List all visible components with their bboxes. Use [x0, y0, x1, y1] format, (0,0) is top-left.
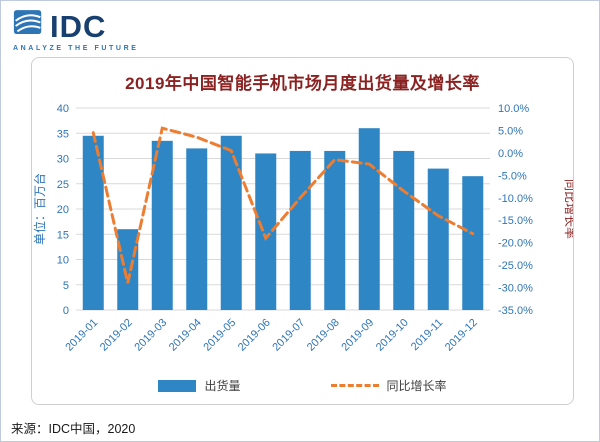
svg-text:-30.0%: -30.0%: [498, 283, 533, 295]
svg-text:40: 40: [57, 103, 69, 115]
svg-text:2019-05: 2019-05: [201, 317, 238, 354]
svg-text:2019-01: 2019-01: [63, 317, 100, 354]
bar-2019-10: [393, 150, 415, 310]
svg-text:-20.0%: -20.0%: [498, 238, 533, 250]
svg-text:-35.0%: -35.0%: [498, 305, 533, 317]
bar-2019-08: [324, 150, 346, 310]
idc-logo: IDC ANALYZE THE FUTURE: [13, 9, 139, 52]
legend-item-shipments: 出货量: [158, 377, 241, 394]
svg-text:0: 0: [63, 305, 69, 317]
svg-text:15: 15: [57, 229, 69, 241]
legend-line-label: 同比增长率: [386, 379, 447, 393]
combo-chart-svg: 0 5 10 15 20 25 30 35 40 10.0% 5.0% 0.0% -5.0% -10.0%…: [32, 103, 578, 354]
right-axis-title: 同比增长率: [563, 179, 573, 239]
svg-text:2019-07: 2019-07: [270, 317, 307, 354]
svg-text:2019-12: 2019-12: [443, 317, 480, 354]
idc-logo-icon: [13, 9, 43, 41]
chart-panel: 2019年中国智能手机市场月度出货量及增长率 0 5 10 15 20 25 30 35 40 1…: [31, 57, 578, 405]
bar-2019-05: [220, 135, 242, 310]
left-axis-title: 单位：百万台: [32, 173, 47, 245]
legend: 出货量 同比增长率: [32, 377, 573, 394]
svg-text:35: 35: [57, 128, 69, 140]
svg-text:25: 25: [57, 179, 69, 191]
svg-text:10.0%: 10.0%: [498, 103, 529, 115]
legend-item-growth: 同比增长率: [330, 377, 447, 394]
svg-text:10: 10: [57, 255, 69, 267]
svg-text:0.0%: 0.0%: [498, 148, 523, 160]
svg-text:2019-11: 2019-11: [409, 317, 445, 353]
svg-text:20: 20: [57, 204, 69, 216]
svg-text:2019-02: 2019-02: [98, 317, 135, 354]
svg-text:5.0%: 5.0%: [498, 125, 523, 137]
legend-line-swatch: [330, 384, 379, 387]
chart-title: 2019年中国智能手机市场月度出货量及增长率: [125, 74, 480, 93]
bar-2019-09: [358, 128, 380, 310]
left-axis-ticks: 0 5 10 15 20 25 30 35 40: [57, 103, 69, 317]
source-note: 来源：IDC中国，2020: [11, 422, 136, 436]
bar-2019-03: [151, 140, 173, 310]
bar-2019-04: [186, 148, 208, 310]
svg-text:-15.0%: -15.0%: [498, 215, 533, 227]
legend-bar-swatch: [158, 379, 197, 392]
svg-text:-10.0%: -10.0%: [498, 193, 533, 205]
bars-series: [82, 128, 484, 310]
bar-2019-02: [117, 229, 139, 310]
svg-text:2019-08: 2019-08: [305, 317, 342, 354]
growth-rate-line: [91, 126, 475, 284]
legend-bar-label: 出货量: [204, 379, 241, 393]
svg-text:2019-09: 2019-09: [339, 317, 376, 354]
svg-text:2019-06: 2019-06: [236, 317, 273, 354]
svg-text:-5.0%: -5.0%: [498, 170, 527, 182]
bar-2019-07: [289, 150, 311, 310]
idc-logo-text: IDC: [50, 9, 107, 45]
bar-2019-06: [255, 153, 277, 310]
x-axis-ticks: 2019-012019-022019-032019-042019-052019-…: [63, 317, 480, 354]
bar-2019-11: [427, 168, 449, 310]
svg-text:2019-04: 2019-04: [167, 317, 204, 354]
svg-text:5: 5: [63, 280, 69, 292]
gridlines: [76, 107, 490, 311]
svg-text:2019-03: 2019-03: [132, 317, 169, 354]
chart: 0 5 10 15 20 25 30 35 40 10.0% 5.0% 0.0% -5.0% -10.0%…: [32, 96, 578, 377]
bar-2019-12: [462, 176, 484, 310]
idc-tagline: ANALYZE THE FUTURE: [13, 45, 139, 52]
svg-text:30: 30: [57, 154, 69, 166]
svg-text:2019-10: 2019-10: [374, 317, 411, 354]
right-axis-ticks: 10.0% 5.0% 0.0% -5.0% -10.0% -15.0% -20.0% -25.…: [498, 103, 533, 317]
bar-2019-01: [82, 135, 104, 310]
svg-text:-25.0%: -25.0%: [498, 260, 533, 272]
